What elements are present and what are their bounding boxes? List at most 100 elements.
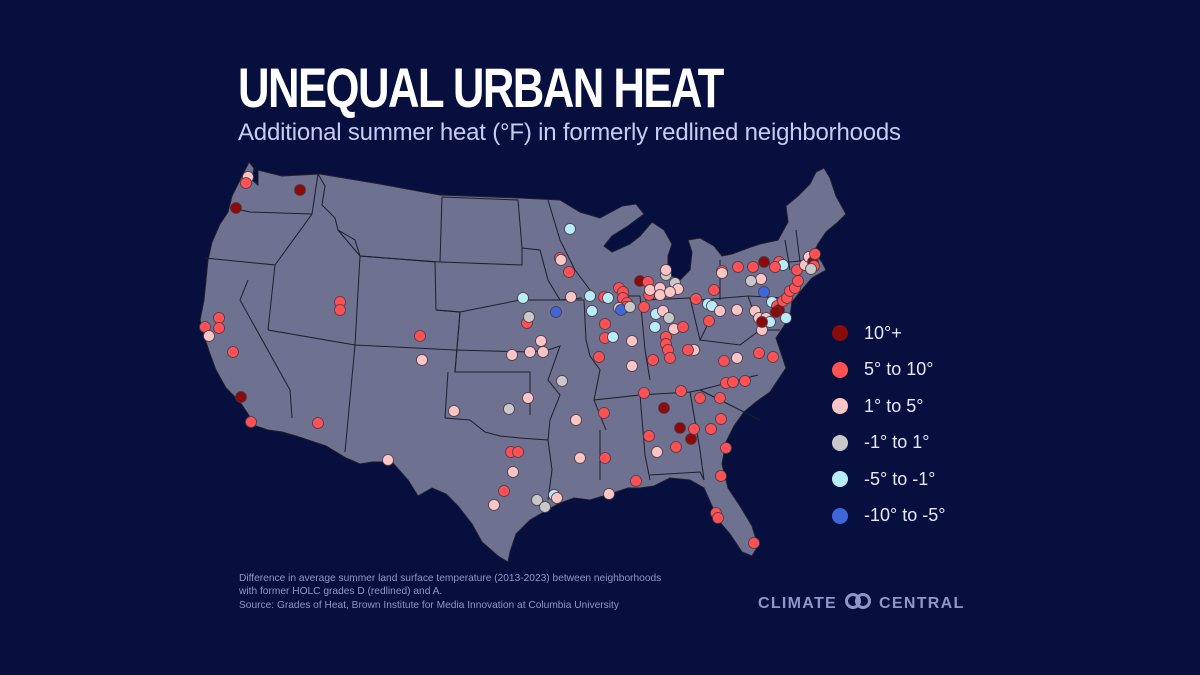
footnote: Difference in average summer land surfac… xyxy=(239,572,661,612)
city-point-cm1to1 xyxy=(663,312,675,324)
city-point-c1to5 xyxy=(524,346,536,358)
city-point-cm1to1 xyxy=(531,494,543,506)
city-point-c5to10 xyxy=(705,423,717,435)
city-point-c5to10 xyxy=(245,416,257,428)
city-point-cm10tom5 xyxy=(758,286,770,298)
city-point-c5to10 xyxy=(630,475,642,487)
city-point-c1to5 xyxy=(626,360,638,372)
city-point-c1to5 xyxy=(382,454,394,466)
city-point-c5to10 xyxy=(682,344,694,356)
city-point-c5to10 xyxy=(747,261,759,273)
legend-swatch-icon xyxy=(832,434,848,451)
city-point-c1to5 xyxy=(448,405,460,417)
city-point-c5to10 xyxy=(638,301,650,313)
city-point-c5to10 xyxy=(647,354,659,366)
city-point-c1to5 xyxy=(626,335,638,347)
legend-item-10-plus: 10°+ xyxy=(832,315,945,352)
city-point-c5to10 xyxy=(638,387,650,399)
city-point-c5to10 xyxy=(675,385,687,397)
city-point-c5to10 xyxy=(690,293,702,305)
city-point-c5to10 xyxy=(599,452,611,464)
city-point-c5to10 xyxy=(739,375,751,387)
city-point-c5to10 xyxy=(753,347,765,359)
city-point-c1to5 xyxy=(507,466,519,478)
climate-central-rings-icon xyxy=(843,592,873,615)
page-subtitle: Additional summer heat (°F) in formerly … xyxy=(238,119,901,146)
city-point-c5to10 xyxy=(213,312,225,324)
footnote-line-1: Difference in average summer land surfac… xyxy=(239,573,662,584)
city-point-c10plus xyxy=(758,256,770,268)
city-point-c5to10 xyxy=(598,407,610,419)
city-point-c5to10 xyxy=(334,304,346,316)
city-point-c1to5 xyxy=(651,446,663,458)
legend-label: -5° to -1° xyxy=(864,468,936,489)
legend-item-minus1-to-1: -1° to 1° xyxy=(832,425,945,462)
city-point-c5to10 xyxy=(643,430,655,442)
city-point-c1to5 xyxy=(664,286,676,298)
legend-label: 1° to 5° xyxy=(864,395,924,416)
climate-central-logo: CLIMATE CENTRAL xyxy=(758,592,965,615)
city-point-c5to10 xyxy=(727,376,739,388)
city-point-cm5tom1 xyxy=(780,312,792,324)
legend-label: -1° to 1° xyxy=(864,432,930,453)
page-title: UNEQUAL URBAN HEAT xyxy=(238,56,724,119)
city-point-c1to5 xyxy=(660,264,672,276)
city-point-c1to5 xyxy=(565,291,577,303)
city-point-cm10tom5 xyxy=(550,306,562,318)
footnote-line-2: with former HOLC grades D (redlined) and… xyxy=(239,586,443,598)
legend: 10°+ 5° to 10° 1° to 5° -1° to 1° -5° to… xyxy=(832,315,945,534)
city-point-c1to5 xyxy=(551,492,563,504)
legend-item-1-to-5: 1° to 5° xyxy=(832,388,945,425)
city-point-c5to10 xyxy=(769,261,781,273)
city-point-c10plus xyxy=(230,202,242,214)
city-point-c5to10 xyxy=(688,423,700,435)
city-point-cm1to1 xyxy=(556,375,568,387)
city-point-c5to10 xyxy=(240,177,252,189)
legend-swatch-icon xyxy=(832,361,848,378)
city-point-c5to10 xyxy=(599,318,611,330)
city-point-c5to10 xyxy=(213,322,225,334)
legend-item-5-to-10: 5° to 10° xyxy=(832,352,945,389)
city-point-c1to5 xyxy=(603,488,615,500)
city-point-c5to10 xyxy=(712,512,724,524)
city-point-c1to5 xyxy=(570,414,582,426)
city-point-c1to5 xyxy=(522,392,534,404)
city-point-c5to10 xyxy=(563,266,575,278)
legend-label: 5° to 10° xyxy=(864,359,934,380)
brand-right: CENTRAL xyxy=(879,594,965,612)
us-land xyxy=(199,161,847,563)
legend-swatch-icon xyxy=(832,507,848,524)
city-point-c1to5 xyxy=(537,346,549,358)
city-point-cm1to1 xyxy=(805,263,817,275)
city-point-c5to10 xyxy=(498,485,510,497)
brand-left: CLIMATE xyxy=(758,594,838,612)
city-point-c1to5 xyxy=(574,452,586,464)
city-point-cm5tom1 xyxy=(649,321,661,333)
city-point-c10plus xyxy=(294,184,306,196)
city-point-c1to5 xyxy=(488,499,500,511)
city-point-c5to10 xyxy=(414,330,426,342)
city-point-cm5tom1 xyxy=(584,290,596,302)
city-point-c1to5 xyxy=(555,254,567,266)
city-point-c5to10 xyxy=(748,537,760,549)
city-point-c1to5 xyxy=(714,305,726,317)
city-point-cm1to1 xyxy=(523,311,535,323)
footnote-source: Source: Grades of Heat, Brown Institute … xyxy=(239,599,619,611)
city-point-c5to10 xyxy=(809,248,821,260)
city-point-c5to10 xyxy=(708,284,720,296)
city-point-c10plus xyxy=(658,402,670,414)
city-point-c5to10 xyxy=(732,261,744,273)
city-point-c5to10 xyxy=(792,275,804,287)
city-point-c1to5 xyxy=(731,304,743,316)
city-point-cm1to1 xyxy=(503,403,515,415)
city-point-c5to10 xyxy=(227,346,239,358)
city-point-c5to10 xyxy=(767,351,779,363)
legend-swatch-icon xyxy=(832,325,848,342)
city-point-c5to10 xyxy=(715,470,727,482)
legend-item-minus5-to-minus1: -5° to -1° xyxy=(832,461,945,498)
city-point-cm1to1 xyxy=(539,501,551,513)
city-point-c1to5 xyxy=(506,349,518,361)
city-points xyxy=(199,171,821,549)
city-point-c5to10 xyxy=(715,413,727,425)
